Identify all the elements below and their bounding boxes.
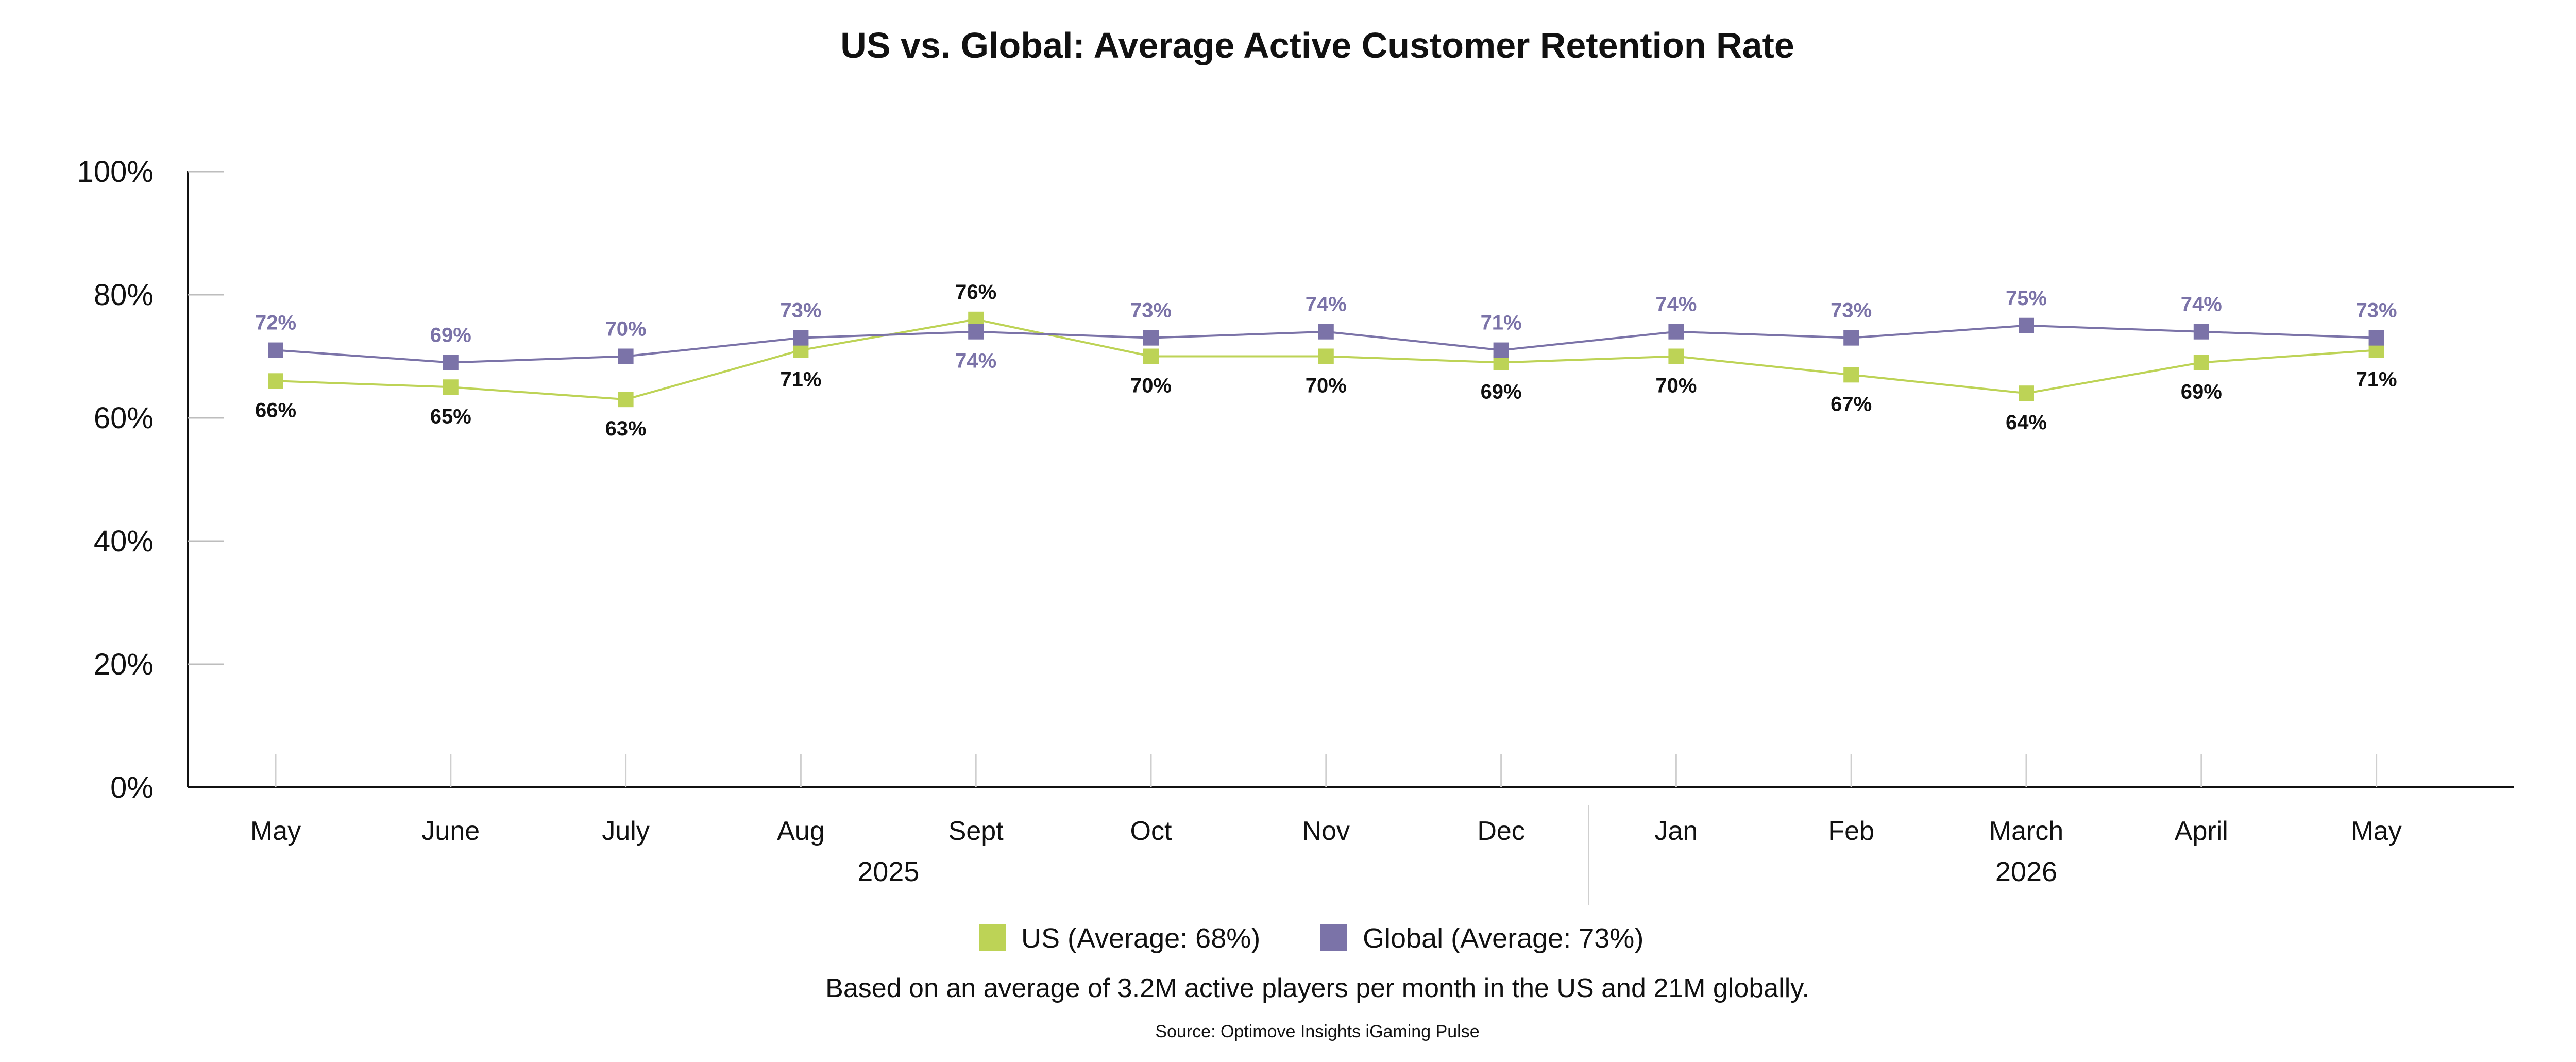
legend-swatch bbox=[1320, 924, 1347, 951]
legend-swatch bbox=[979, 924, 1006, 951]
data-label: 73% bbox=[780, 299, 821, 322]
data-point bbox=[2019, 317, 2034, 333]
data-point bbox=[2193, 324, 2209, 340]
data-point bbox=[1843, 367, 1859, 383]
y-axis: 0% 20% 40% 60% 80% 100% bbox=[77, 155, 224, 804]
x-tick-label: June bbox=[421, 816, 480, 846]
data-label: 74% bbox=[1306, 293, 1347, 316]
data-point bbox=[268, 342, 283, 358]
data-label: 72% bbox=[255, 312, 296, 334]
y-tick-label: 100% bbox=[77, 155, 154, 189]
x-tick-label: Jan bbox=[1654, 816, 1698, 846]
data-label: 76% bbox=[955, 281, 996, 304]
data-label: 73% bbox=[1130, 299, 1172, 322]
data-label: 63% bbox=[605, 417, 647, 440]
x-tick-label: Aug bbox=[777, 816, 825, 846]
x-tick-label: May bbox=[250, 816, 301, 846]
data-label: 74% bbox=[2181, 293, 2222, 316]
data-label: 73% bbox=[2356, 299, 2397, 322]
year-label: 2025 bbox=[857, 856, 919, 887]
series-lines bbox=[268, 311, 2384, 408]
x-tick-label: July bbox=[602, 816, 649, 846]
series-global bbox=[268, 317, 2384, 370]
data-label: 69% bbox=[1481, 380, 1522, 403]
x-axis: May June July Aug Sept Oct Nov Dec Jan Feb March Ap… bbox=[188, 754, 2514, 905]
data-label: 74% bbox=[1655, 293, 1697, 316]
chart-title: US vs. Global: Average Active Customer R… bbox=[840, 25, 1794, 65]
y-tick-label: 80% bbox=[94, 278, 154, 312]
data-label: 67% bbox=[1831, 393, 1872, 415]
y-tick-label: 0% bbox=[110, 771, 154, 804]
data-point bbox=[618, 348, 634, 364]
data-point bbox=[1143, 330, 1159, 346]
legend-item-global: Global (Average: 73%) bbox=[1320, 923, 1643, 954]
year-label: 2026 bbox=[1995, 856, 2057, 887]
data-label: 71% bbox=[2356, 368, 2397, 391]
legend: US (Average: 68%) Global (Average: 73%) bbox=[979, 923, 1643, 954]
data-point bbox=[443, 355, 459, 370]
data-label: 69% bbox=[430, 324, 471, 346]
data-point bbox=[1318, 324, 1334, 340]
legend-label: US (Average: 68%) bbox=[1021, 923, 1260, 954]
data-point bbox=[443, 379, 459, 395]
data-point bbox=[2019, 385, 2034, 401]
x-tick-label: Oct bbox=[1130, 816, 1172, 846]
x-tick-label: Nov bbox=[1302, 816, 1350, 846]
data-point bbox=[1318, 348, 1334, 364]
x-tick-label: Feb bbox=[1828, 816, 1874, 846]
y-tick-label: 40% bbox=[94, 525, 154, 558]
x-tick-label: Dec bbox=[1477, 816, 1524, 846]
data-label: 73% bbox=[1831, 299, 1872, 322]
x-tick-label: April bbox=[2175, 816, 2228, 846]
data-point bbox=[2193, 355, 2209, 370]
data-label: 74% bbox=[955, 350, 996, 373]
source-note: Source: Optimove Insights iGaming Pulse bbox=[1155, 1022, 1479, 1041]
data-label: 71% bbox=[1481, 312, 1522, 334]
data-point bbox=[1843, 330, 1859, 346]
data-point bbox=[618, 392, 634, 408]
x-tick-label: Sept bbox=[948, 816, 1004, 846]
legend-label: Global (Average: 73%) bbox=[1363, 923, 1643, 954]
data-point bbox=[2368, 330, 2384, 346]
footnote: Based on an average of 3.2M active playe… bbox=[825, 973, 1809, 1003]
data-label: 70% bbox=[1130, 375, 1172, 397]
data-label: 70% bbox=[605, 318, 647, 341]
data-label: 71% bbox=[780, 368, 821, 391]
data-point bbox=[1143, 348, 1159, 364]
data-label: 69% bbox=[2181, 380, 2222, 403]
y-tick-label: 60% bbox=[94, 401, 154, 435]
data-label: 66% bbox=[255, 399, 296, 422]
data-point bbox=[968, 324, 984, 340]
data-point bbox=[268, 373, 283, 389]
data-label: 70% bbox=[1306, 375, 1347, 397]
data-label: 75% bbox=[2006, 287, 2047, 310]
y-tick-label: 20% bbox=[94, 648, 154, 681]
data-labels: 66% 65% 63% 71% 76% 70% 70% 69% 70% 67% 64% 69% 71% 7… bbox=[255, 281, 2397, 440]
data-point bbox=[793, 330, 809, 346]
data-point bbox=[1493, 342, 1509, 358]
data-point bbox=[1668, 324, 1684, 340]
legend-item-us: US (Average: 68%) bbox=[979, 923, 1260, 954]
x-tick-label: March bbox=[1989, 816, 2063, 846]
data-label: 64% bbox=[2006, 411, 2047, 434]
data-label: 65% bbox=[430, 405, 471, 428]
x-tick-label: May bbox=[2351, 816, 2401, 846]
data-label: 70% bbox=[1655, 375, 1697, 397]
data-point bbox=[1668, 348, 1684, 364]
